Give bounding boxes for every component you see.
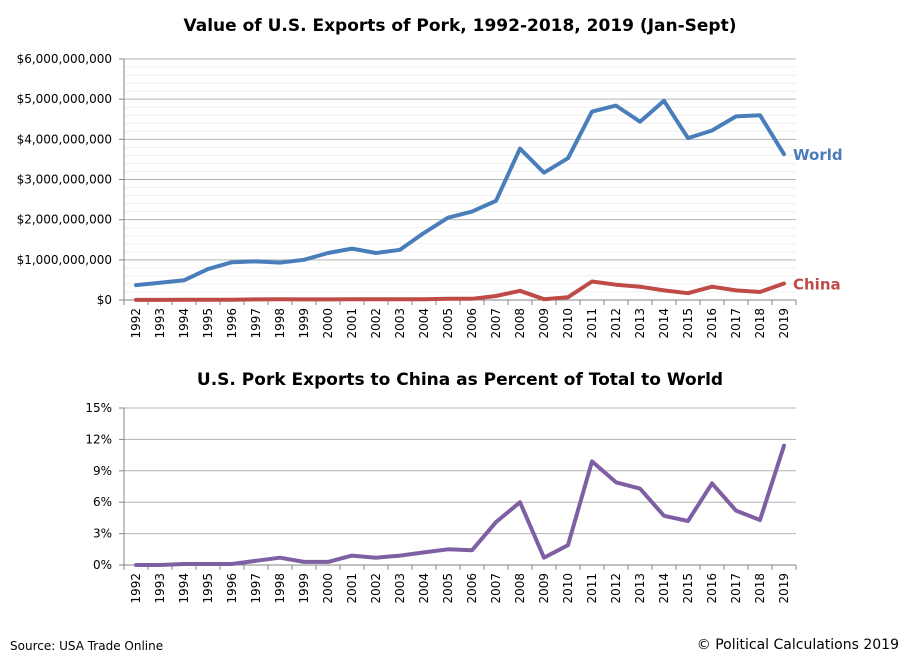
x-tick-label: 2016	[705, 308, 719, 339]
x-tick-label: 2017	[729, 573, 743, 604]
x-tick-label: 2000	[321, 573, 335, 604]
x-tick-label: 2015	[681, 573, 695, 604]
x-tick-label: 2002	[369, 573, 383, 604]
x-tick-label: 2008	[513, 573, 527, 604]
x-tick-label: 2011	[585, 308, 599, 339]
x-tick-label: 2004	[417, 308, 431, 339]
x-tick-label: 1996	[225, 573, 239, 604]
y-tick-label: $5,000,000,000	[17, 92, 112, 106]
y-tick-label: $4,000,000,000	[17, 132, 112, 146]
chart-title: Value of U.S. Exports of Pork, 1992-2018…	[184, 16, 737, 36]
x-tick-label: 2013	[633, 573, 647, 604]
x-tick-label: 2003	[393, 308, 407, 339]
x-tick-label: 1995	[201, 308, 215, 339]
x-tick-label: 2003	[393, 573, 407, 604]
x-tick-label: 2001	[345, 573, 359, 604]
x-tick-label: 2016	[705, 573, 719, 604]
x-tick-label: 2002	[369, 308, 383, 339]
source-note: Source: USA Trade Online	[10, 639, 164, 653]
x-tick-label: 1992	[129, 573, 143, 604]
x-tick-label: 2019	[777, 573, 791, 604]
y-tick-label: $6,000,000,000	[17, 52, 112, 66]
series-line-percent	[134, 443, 786, 567]
y-tick-label: $3,000,000,000	[17, 173, 112, 187]
y-tick-label: $0	[97, 293, 112, 307]
y-tick-label: 0%	[93, 558, 112, 572]
x-tick-label: 2006	[465, 573, 479, 604]
y-tick-label: $2,000,000,000	[17, 213, 112, 227]
series-label-china: China	[793, 276, 841, 294]
x-tick-label: 1992	[129, 308, 143, 339]
x-tick-label: 1993	[153, 573, 167, 604]
x-tick-label: 2019	[777, 308, 791, 339]
x-tick-label: 2007	[489, 308, 503, 339]
copyright-note: © Political Calculations 2019	[696, 637, 899, 653]
x-tick-label: 2009	[537, 573, 551, 604]
x-tick-label: 1993	[153, 308, 167, 339]
x-tick-label: 2014	[657, 308, 671, 339]
y-tick-label: 9%	[93, 464, 112, 478]
x-tick-label: 2005	[441, 308, 455, 339]
x-tick-label: 1994	[177, 308, 191, 339]
y-tick-label: 15%	[85, 401, 112, 415]
x-tick-label: 2015	[681, 308, 695, 339]
x-tick-label: 1995	[201, 573, 215, 604]
x-tick-label: 2010	[561, 308, 575, 339]
x-tick-label: 1997	[249, 573, 263, 604]
x-tick-label: 1996	[225, 308, 239, 339]
x-tick-label: 2018	[753, 573, 767, 604]
x-tick-label: 2018	[753, 308, 767, 339]
x-tick-label: 1994	[177, 573, 191, 604]
x-tick-label: 2011	[585, 573, 599, 604]
x-tick-label: 2012	[609, 573, 623, 604]
x-tick-label: 2004	[417, 573, 431, 604]
x-tick-label: 2010	[561, 573, 575, 604]
x-tick-label: 1997	[249, 308, 263, 339]
x-tick-label: 2013	[633, 308, 647, 339]
x-tick-label: 2005	[441, 573, 455, 604]
x-tick-label: 2006	[465, 308, 479, 339]
y-tick-label: 6%	[93, 495, 112, 509]
chart-title: U.S. Pork Exports to China as Percent of…	[197, 370, 723, 390]
series-line-china	[134, 279, 786, 302]
x-tick-label: 2014	[657, 573, 671, 604]
x-tick-label: 2009	[537, 308, 551, 339]
x-tick-label: 1999	[297, 308, 311, 339]
x-tick-label: 2012	[609, 308, 623, 339]
y-tick-label: 3%	[93, 527, 112, 541]
series-line-world	[134, 98, 786, 288]
series-label-world: World	[793, 146, 843, 164]
x-tick-label: 2007	[489, 573, 503, 604]
x-tick-label: 2000	[321, 308, 335, 339]
x-tick-label: 2008	[513, 308, 527, 339]
y-tick-label: 12%	[85, 432, 112, 446]
x-tick-label: 1999	[297, 573, 311, 604]
x-tick-label: 2017	[729, 308, 743, 339]
x-tick-label: 1998	[273, 573, 287, 604]
x-tick-label: 1998	[273, 308, 287, 339]
x-tick-label: 2001	[345, 308, 359, 339]
y-tick-label: $1,000,000,000	[17, 253, 112, 267]
